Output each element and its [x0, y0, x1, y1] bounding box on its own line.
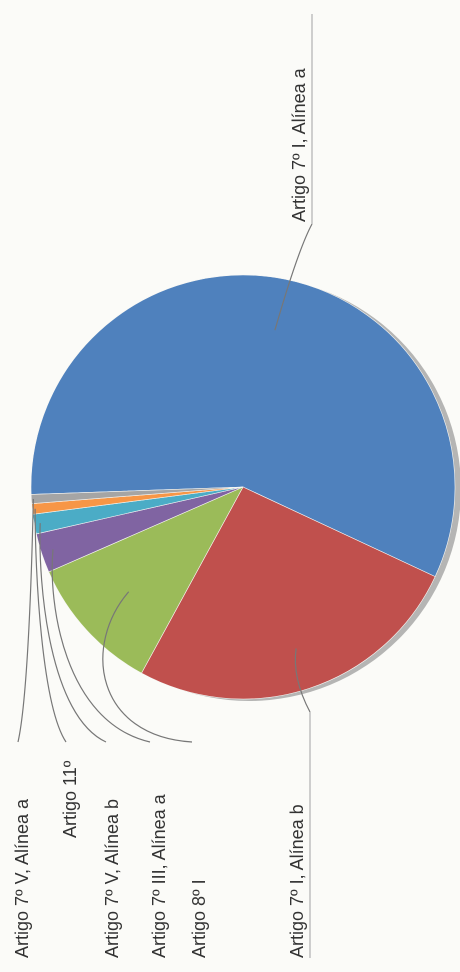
- pie-slice-artigo-7-i-alinea-b: [141, 486, 436, 700]
- label-leader-lines: [17, 223, 313, 743]
- leader-line-artigo-8-i: [102, 591, 193, 743]
- slice-label-text: Artigo 7º I, Alínea b: [287, 804, 307, 958]
- leader-line-artigo-7-iii-alinea-a: [51, 549, 151, 743]
- slice-label-artigo-7-i-alinea-b: Artigo 7º I, Alínea b: [287, 804, 307, 958]
- slice-label-artigo-7-iii-alinea-a: Artigo 7º III, Alínea a: [149, 793, 169, 958]
- slice-label-artigo-7-i-alinea-a: Artigo 7º I, Alínea a: [289, 67, 309, 222]
- leader-line-artigo-7-v-alinea-b: [39, 523, 107, 743]
- slice-label-text: Artigo 8º I: [189, 879, 209, 958]
- slice-label-artigo-8-i: Artigo 8º I: [189, 879, 209, 958]
- slice-label-artigo-11: Artigo 11º: [60, 760, 80, 838]
- leader-line-artigo-11: [34, 508, 67, 743]
- leader-line-artigo-7-i-alinea-a: [274, 223, 313, 331]
- slice-label-text: Artigo 7º I, Alínea a: [289, 67, 309, 222]
- slice-label-artigo-7-v-alinea-b: Artigo 7º V, Alínea b: [102, 799, 122, 958]
- slice-label-text: Artigo 7º V, Alínea a: [12, 798, 32, 958]
- slice-label-artigo-7-v-alinea-a: Artigo 7º V, Alínea a: [12, 798, 32, 958]
- leader-line-artigo-7-i-alinea-b: [294, 648, 311, 713]
- pie-slice-artigo-7-v-alinea-a: [30, 486, 244, 505]
- slice-label-text: Artigo 7º III, Alínea a: [149, 793, 169, 958]
- pie-slices: [30, 274, 460, 701]
- pie-slice-artigo-7-i-alinea-a: [30, 274, 456, 577]
- leader-line-artigo-7-v-alinea-a: [17, 498, 34, 743]
- slice-label-text: Artigo 11º: [60, 760, 80, 838]
- slice-label-text: Artigo 7º V, Alínea b: [102, 799, 122, 958]
